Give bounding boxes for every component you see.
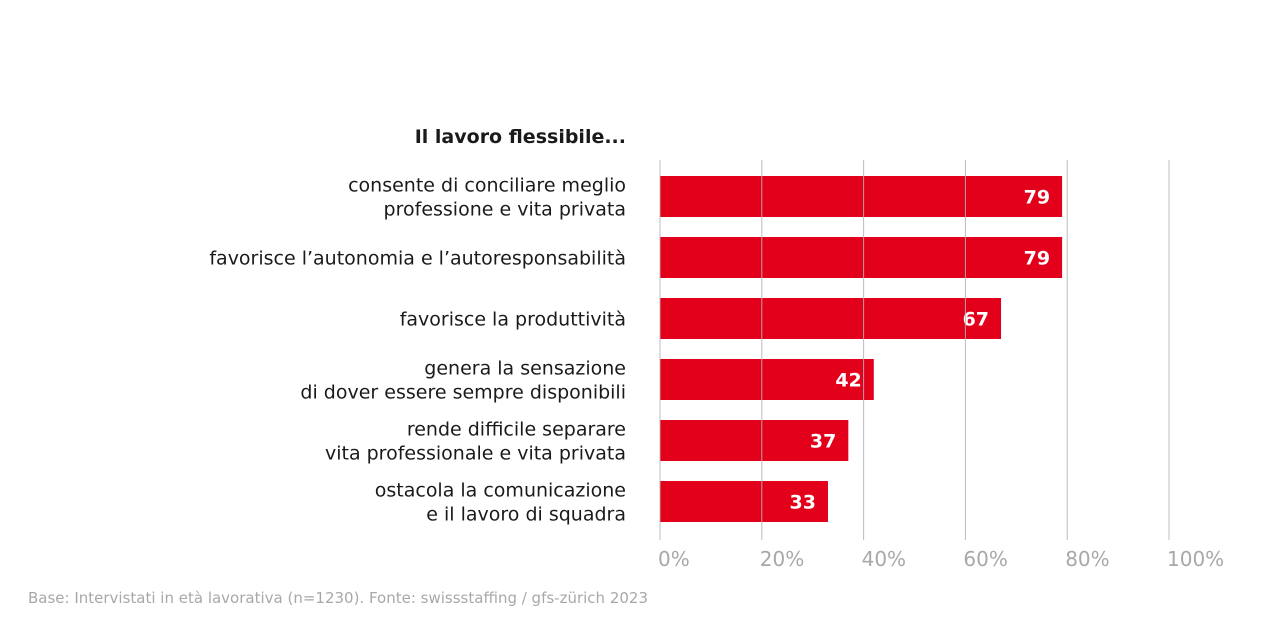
bar-chart: Il lavoro flessibile... 79 79 67 42 37 33 con… xyxy=(209,126,1224,571)
chart-title: Il lavoro flessibile... xyxy=(415,126,626,148)
tick-label-60pct: 60% xyxy=(963,547,1007,571)
category-label-3-line-1: favorisce la produttività xyxy=(400,309,626,331)
bars: 79 79 67 42 37 33 xyxy=(660,176,1063,522)
bar-2 xyxy=(660,237,1063,278)
source-note: Base: Intervistati in età lavorativa (n=… xyxy=(28,589,649,607)
category-label-1-line-2: professione e vita privata xyxy=(384,199,626,221)
tick-label-0pct: 0% xyxy=(658,547,690,571)
category-label-5-line-1: rende difficile separare xyxy=(407,419,626,441)
bar-6 xyxy=(660,481,828,522)
data-label-2: 79 xyxy=(1024,248,1050,270)
category-label-2-line-1: favorisce l’autonomia e l’autoresponsabi… xyxy=(209,248,626,270)
tick-label-100pct: 100% xyxy=(1167,547,1224,571)
gridlines xyxy=(659,160,1170,540)
category-label-5-line-2: vita professionale e vita privata xyxy=(325,443,626,465)
tick-label-40pct: 40% xyxy=(862,547,906,571)
category-label-1-line-1: consente di conciliare meglio xyxy=(348,175,626,197)
data-label-4: 42 xyxy=(835,370,861,392)
category-label-4-line-2: di dover essere sempre disponibili xyxy=(300,382,626,404)
category-label-4-line-1: genera la sensazione xyxy=(424,358,626,380)
bar-4 xyxy=(660,359,874,400)
tick-label-20pct: 20% xyxy=(760,547,804,571)
category-label-6-line-1: ostacola la comunicazione xyxy=(375,480,626,502)
data-label-5: 37 xyxy=(810,431,836,453)
x-axis-ticks: 0% 20% 40% 60% 80% 100% xyxy=(658,547,1224,571)
tick-label-80pct: 80% xyxy=(1065,547,1109,571)
category-label-6-line-2: e il lavoro di squadra xyxy=(426,504,626,526)
data-label-6: 33 xyxy=(790,492,816,514)
bar-5 xyxy=(660,420,849,461)
bar-3 xyxy=(660,298,1002,339)
data-label-1: 79 xyxy=(1024,187,1050,209)
category-labels: consente di conciliare meglioprofessione… xyxy=(209,175,626,526)
data-label-3: 67 xyxy=(963,309,989,331)
bar-1 xyxy=(660,176,1063,217)
